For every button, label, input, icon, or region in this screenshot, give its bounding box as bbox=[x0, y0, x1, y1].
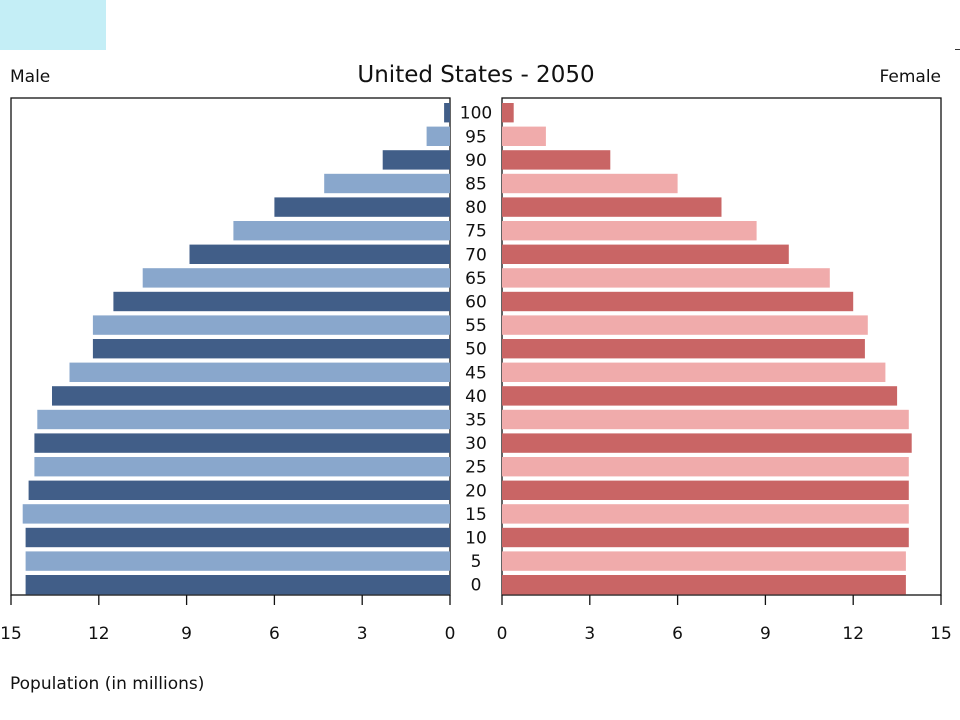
age-label-10: 10 bbox=[465, 529, 487, 549]
male-bar-age-20 bbox=[28, 480, 450, 500]
female-bar-age-20 bbox=[502, 480, 909, 500]
female-bar-age-30 bbox=[502, 433, 912, 453]
female-bar-age-90 bbox=[502, 150, 611, 170]
male-bar-age-100 bbox=[444, 103, 450, 123]
age-label-30: 30 bbox=[465, 434, 487, 454]
female-bar-age-100 bbox=[502, 103, 514, 123]
female-bar-age-75 bbox=[502, 221, 757, 241]
age-label-65: 65 bbox=[465, 269, 487, 289]
female-bar-age-0 bbox=[502, 575, 906, 595]
male-bar-age-65 bbox=[142, 268, 450, 288]
age-label-90: 90 bbox=[465, 151, 487, 171]
age-label-15: 15 bbox=[465, 505, 487, 525]
age-label-80: 80 bbox=[465, 198, 487, 218]
female-bar-age-5 bbox=[502, 551, 906, 571]
age-label-45: 45 bbox=[465, 363, 487, 383]
age-label-5: 5 bbox=[471, 552, 482, 572]
female-bar-age-85 bbox=[502, 173, 678, 194]
male-bar-age-40 bbox=[52, 386, 450, 406]
age-label-75: 75 bbox=[465, 222, 487, 242]
female-bar-age-45 bbox=[502, 362, 886, 382]
female-bar-age-95 bbox=[502, 126, 546, 146]
male-bar-age-10 bbox=[25, 527, 450, 548]
female-x-tick-label-9: 9 bbox=[760, 624, 771, 644]
female-bar-age-65 bbox=[502, 268, 830, 288]
female-x-tick-label-15: 15 bbox=[930, 624, 952, 644]
female-bar-age-60 bbox=[502, 291, 854, 312]
female-bar-age-55 bbox=[502, 315, 868, 335]
female-x-tick-label-6: 6 bbox=[672, 624, 683, 644]
male-x-tick-label-0: 0 bbox=[445, 624, 456, 644]
male-bar-age-35 bbox=[37, 409, 451, 430]
male-x-tick-label-6: 6 bbox=[269, 624, 280, 644]
age-label-20: 20 bbox=[465, 481, 487, 501]
male-x-tick-label-3: 3 bbox=[357, 624, 368, 644]
female-bar-age-10 bbox=[502, 527, 909, 548]
male-bar-age-0 bbox=[25, 575, 450, 595]
male-bar-age-50 bbox=[92, 339, 451, 359]
female-bar-age-15 bbox=[502, 504, 909, 524]
age-label-0: 0 bbox=[471, 576, 482, 596]
female-x-tick-label-0: 0 bbox=[497, 624, 508, 644]
female-bar-age-35 bbox=[502, 409, 909, 430]
bars-group: 1009590858075706560555045403530252015105… bbox=[22, 103, 912, 596]
age-label-70: 70 bbox=[465, 245, 487, 265]
age-label-35: 35 bbox=[465, 411, 487, 431]
chart-title: United States - 2050 bbox=[357, 62, 594, 88]
female-x-tick-label-3: 3 bbox=[584, 624, 595, 644]
female-bar-age-70 bbox=[502, 244, 789, 264]
female-label: Female bbox=[880, 67, 941, 87]
male-bar-age-90 bbox=[382, 150, 450, 170]
male-bar-age-60 bbox=[113, 291, 451, 312]
male-x-tick-label-12: 12 bbox=[88, 624, 110, 644]
male-bar-age-15 bbox=[22, 504, 450, 524]
male-bar-age-5 bbox=[25, 551, 450, 571]
x-axis-label: Population (in millions) bbox=[10, 674, 204, 694]
female-bar-age-25 bbox=[502, 457, 909, 477]
age-label-55: 55 bbox=[465, 316, 487, 336]
corner-decoration bbox=[0, 0, 106, 50]
male-bar-age-25 bbox=[34, 457, 451, 477]
male-bar-age-70 bbox=[189, 244, 450, 264]
female-bar-age-50 bbox=[502, 339, 865, 359]
corner-tick-mark bbox=[955, 49, 960, 50]
male-bar-age-45 bbox=[69, 362, 450, 382]
age-label-50: 50 bbox=[465, 340, 487, 360]
male-bar-age-95 bbox=[426, 126, 450, 146]
male-x-tick-label-9: 9 bbox=[181, 624, 192, 644]
female-x-tick-label-12: 12 bbox=[842, 624, 864, 644]
age-label-95: 95 bbox=[465, 127, 487, 147]
male-bar-age-75 bbox=[233, 221, 450, 241]
female-bar-age-40 bbox=[502, 386, 898, 406]
age-label-25: 25 bbox=[465, 458, 487, 478]
female-bar-age-80 bbox=[502, 197, 722, 217]
male-x-tick-label-15: 15 bbox=[0, 624, 22, 644]
age-label-60: 60 bbox=[465, 293, 487, 313]
male-bar-age-55 bbox=[92, 315, 451, 335]
male-bar-age-85 bbox=[324, 173, 450, 194]
male-label: Male bbox=[10, 67, 50, 87]
male-bar-age-80 bbox=[274, 197, 450, 217]
age-label-100: 100 bbox=[460, 104, 492, 124]
age-label-40: 40 bbox=[465, 387, 487, 407]
axes-group: 0 0 3 3 6 6 9 9 12 12 15 15 bbox=[0, 595, 952, 644]
age-label-85: 85 bbox=[465, 175, 487, 195]
male-bar-age-30 bbox=[34, 433, 451, 453]
